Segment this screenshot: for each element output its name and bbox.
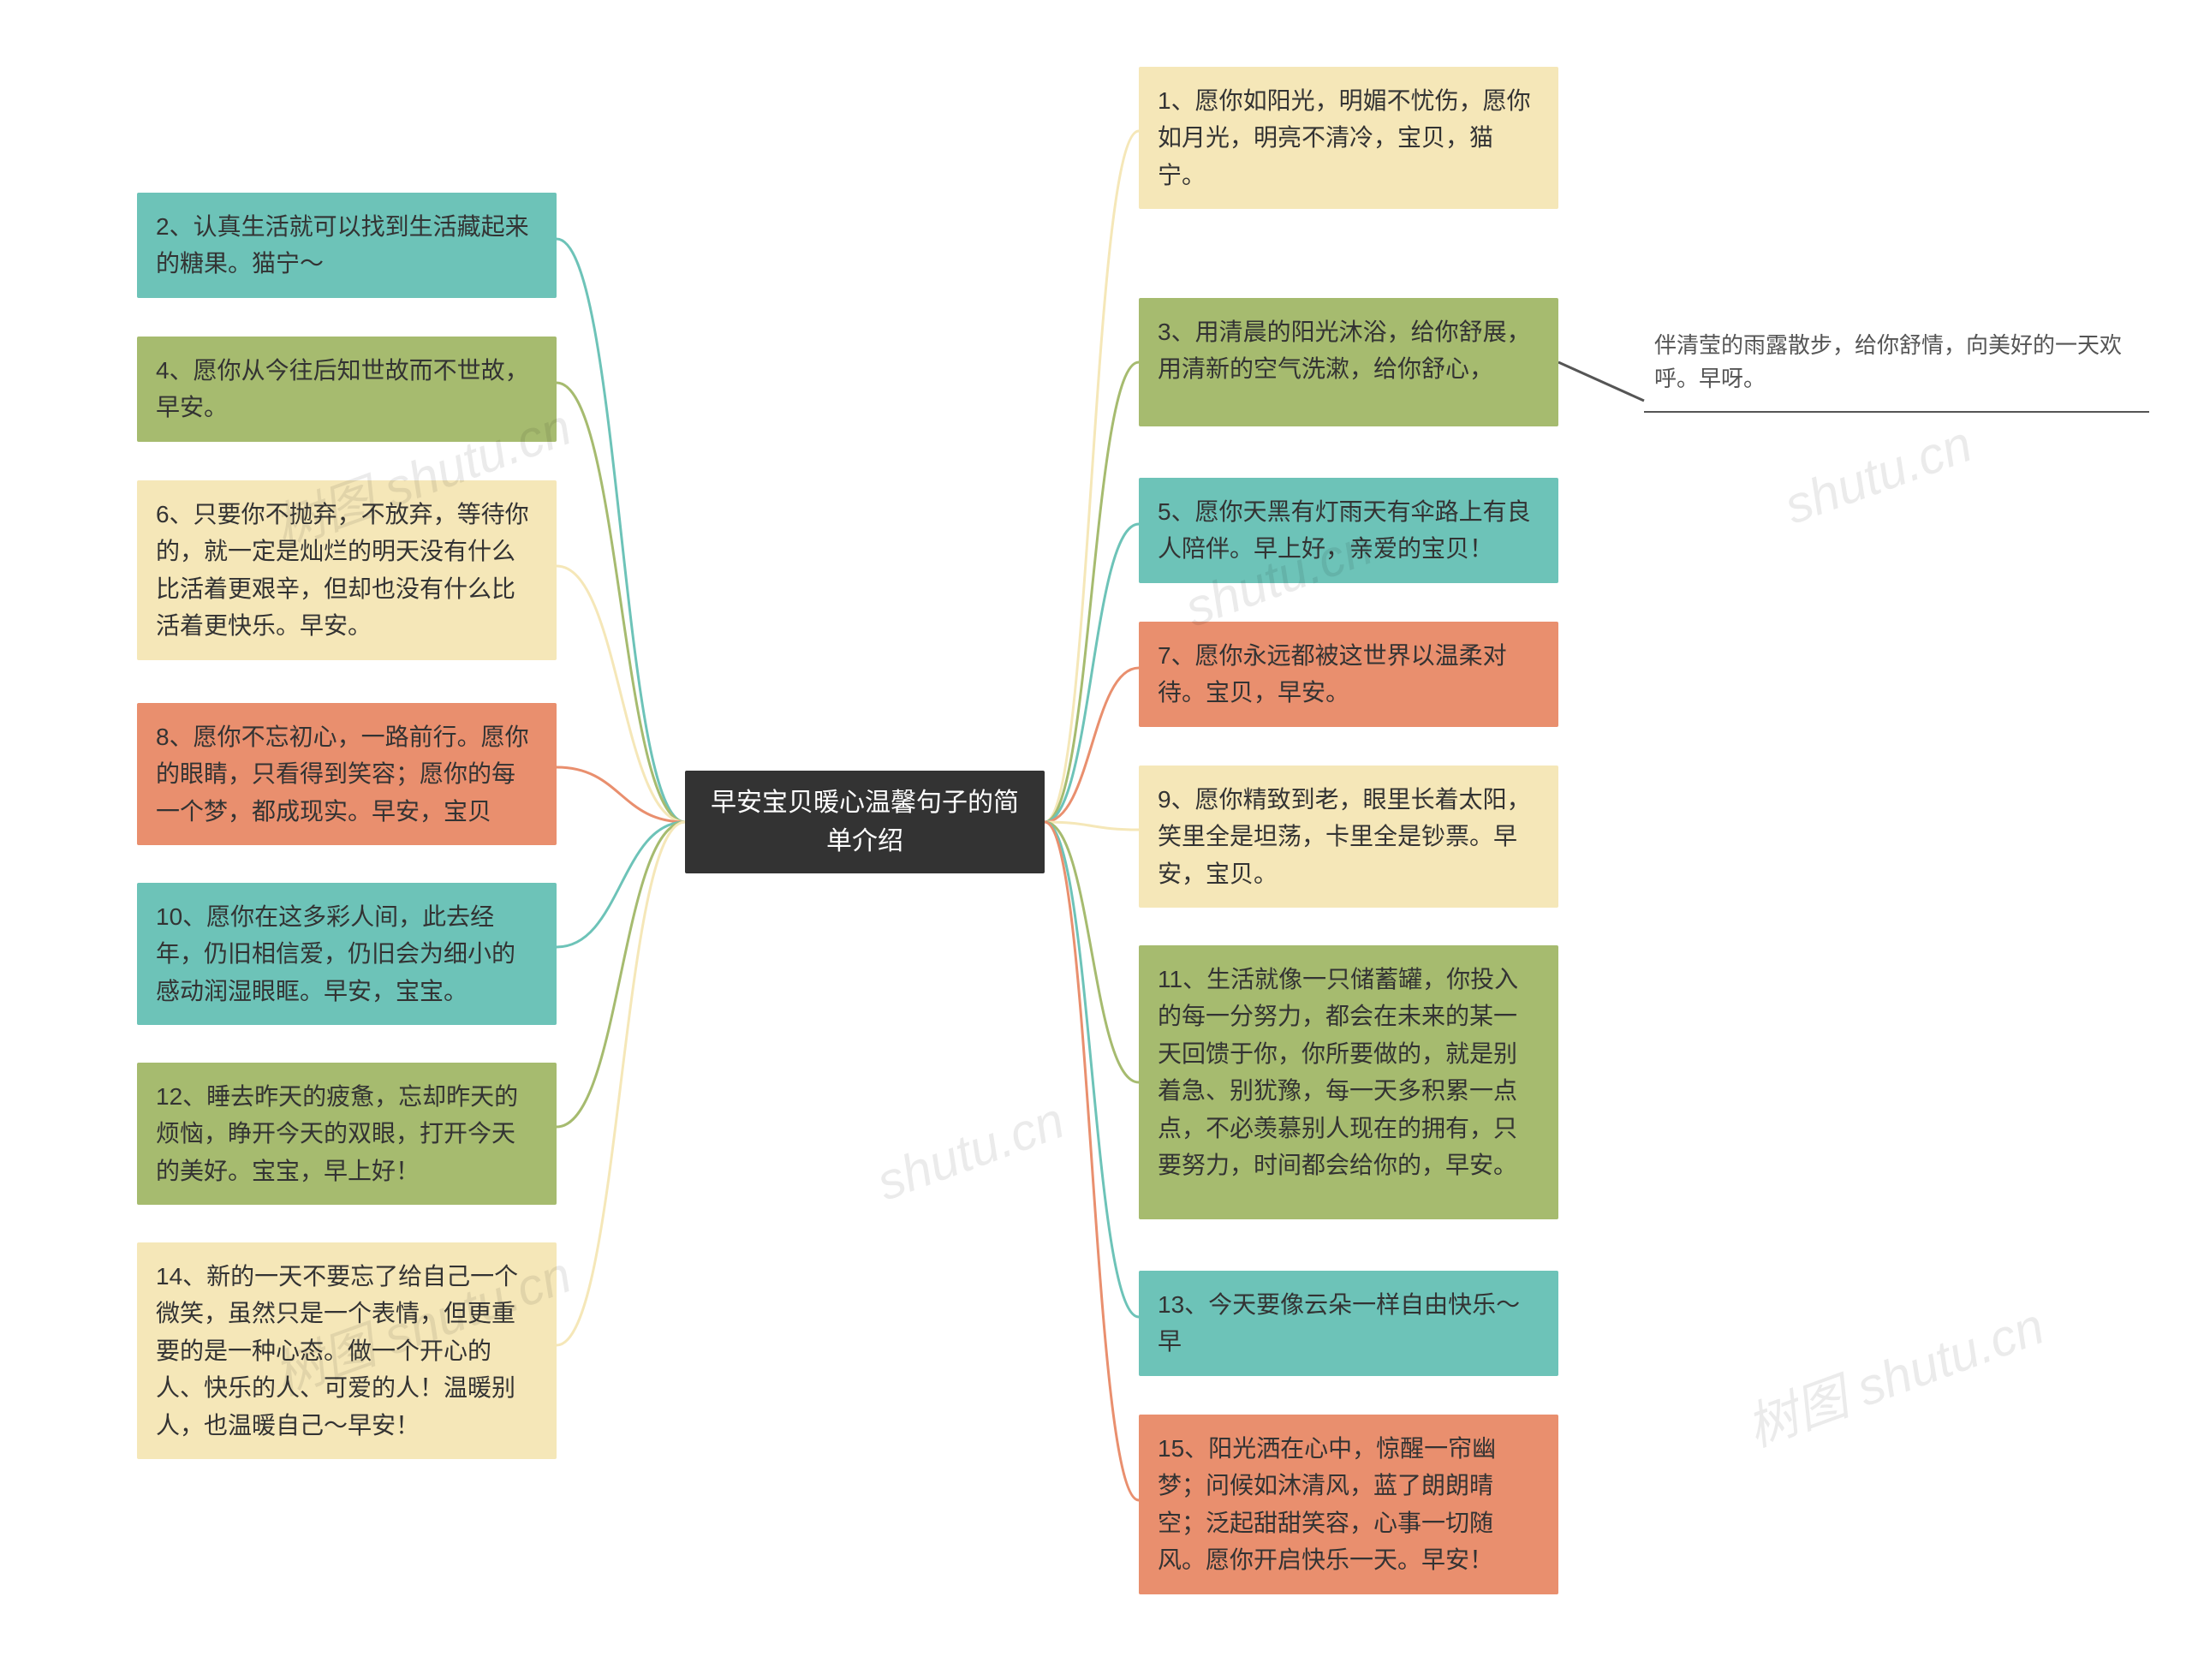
branch-node-n7: 7、愿你永远都被这世界以温柔对待。宝贝，早安。 — [1139, 622, 1558, 727]
branch-node-n13: 13、今天要像云朵一样自由快乐～早 — [1139, 1271, 1558, 1376]
branch-node-n5: 5、愿你天黑有灯雨天有伞路上有良人陪伴。早上好，亲爱的宝贝！ — [1139, 478, 1558, 583]
branch-node-n3: 3、用清晨的阳光沐浴，给你舒展，用清新的空气洗漱，给你舒心， — [1139, 298, 1558, 426]
branch-node-n6: 6、只要你不抛弃，不放弃，等待你的，就一定是灿烂的明天没有什么比活着更艰辛，但却… — [137, 480, 557, 660]
branch-node-n8: 8、愿你不忘初心，一路前行。愿你的眼睛，只看得到笑容；愿你的每一个梦，都成现实。… — [137, 703, 557, 845]
branch-node-n1: 1、愿你如阳光，明媚不忧伤，愿你如月光，明亮不清冷，宝贝，猫宁。 — [1139, 67, 1558, 209]
branch-node-n9: 9、愿你精致到老，眼里长着太阳，笑里全是坦荡，卡里全是钞票。早安，宝贝。 — [1139, 766, 1558, 908]
center-node: 早安宝贝暖心温馨句子的简单介绍 — [685, 771, 1045, 873]
branch-node-n2: 2、认真生活就可以找到生活藏起来的糖果。猫宁～ — [137, 193, 557, 298]
branch-node-n4: 4、愿你从今往后知世故而不世故，早安。 — [137, 337, 557, 442]
branch-node-n10: 10、愿你在这多彩人间，此去经年，仍旧相信爱，仍旧会为细小的感动润湿眼眶。早安，… — [137, 883, 557, 1025]
branch-node-n12: 12、睡去昨天的疲惫，忘却昨天的烦恼，睁开今天的双眼，打开今天的美好。宝宝，早上… — [137, 1063, 557, 1205]
branch-node-n11: 11、生活就像一只储蓄罐，你投入的每一分努力，都会在未来的某一天回馈于你，你所要… — [1139, 945, 1558, 1219]
branch-node-n14: 14、新的一天不要忘了给自己一个微笑，虽然只是一个表情，但更重要的是一种心态。做… — [137, 1242, 557, 1459]
leaf-node-n3-detail: 伴清莹的雨露散步，给你舒情，向美好的一天欢呼。早呀。 — [1644, 324, 2149, 413]
branch-node-n15: 15、阳光洒在心中，惊醒一帘幽梦；问候如沐清风，蓝了朗朗晴空；泛起甜甜笑容，心事… — [1139, 1415, 1558, 1594]
